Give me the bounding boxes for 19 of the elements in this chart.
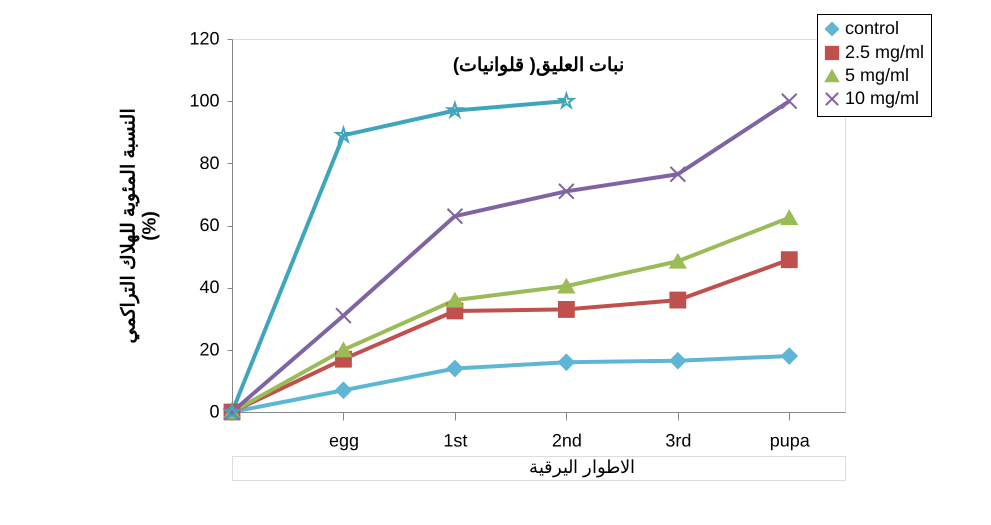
text: نبات العليق( قلوانيات) <box>452 55 624 76</box>
y-tick-label: 40 <box>199 277 220 298</box>
legend-label: control <box>845 18 900 38</box>
x-tick-label: egg <box>328 430 359 450</box>
x-tick-label: pupa <box>770 430 811 450</box>
text: الاطوار اليرقية <box>528 457 636 478</box>
legend-label: 10 mg/ml <box>845 88 920 108</box>
legend-label: 5 mg/ml <box>845 65 910 85</box>
x-tick-label: 3rd <box>665 430 692 450</box>
y-tick-label: 100 <box>189 90 220 111</box>
x-tick-label: 1st <box>443 430 468 450</box>
y-tick-label: 80 <box>199 152 220 173</box>
x-tick-label: 2nd <box>552 430 582 450</box>
y-axis-title: النسبة المئوية للهلاك التراكمي (%) <box>118 108 160 344</box>
y-tick-label: 120 <box>189 28 220 48</box>
y-tick-label: 0 <box>209 402 220 422</box>
legend-label: 2.5 mg/ml <box>845 42 924 62</box>
y-tick-label: 60 <box>199 215 220 235</box>
y-tick-label: 20 <box>199 339 220 360</box>
